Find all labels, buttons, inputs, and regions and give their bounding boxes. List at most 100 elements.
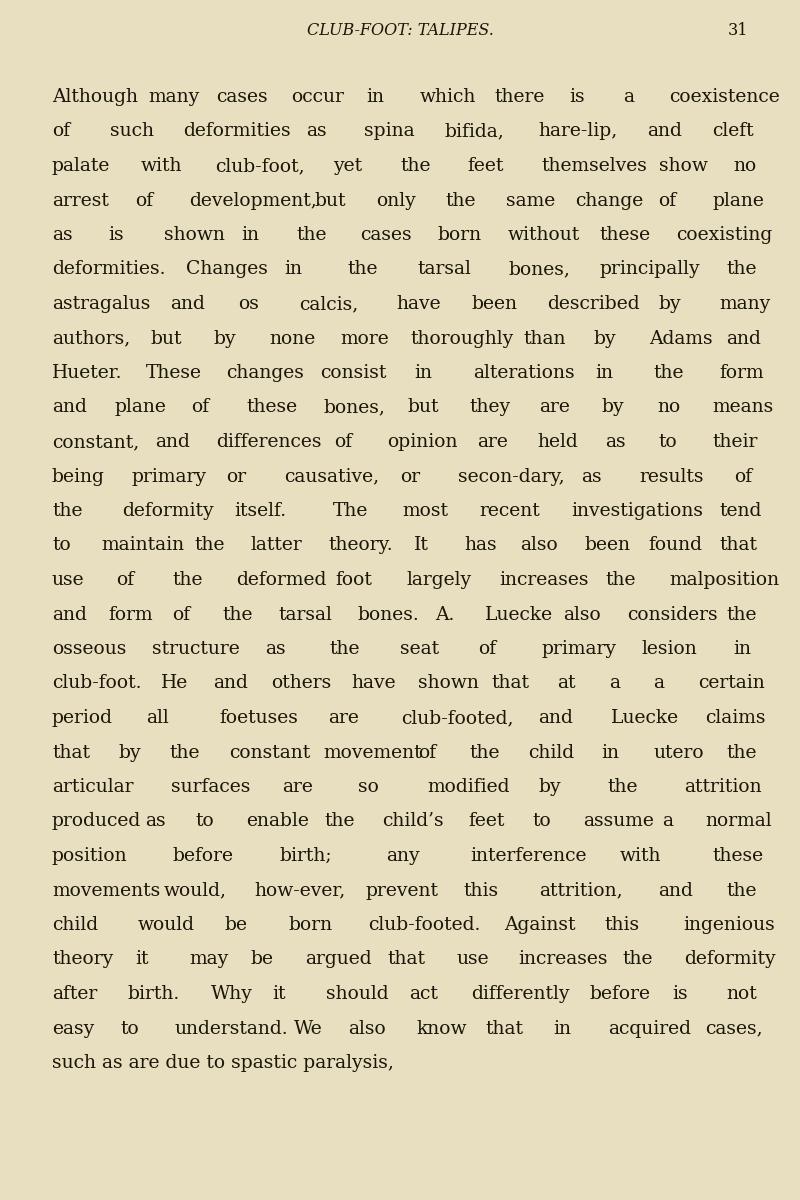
Text: coexisting: coexisting (677, 226, 773, 244)
Text: also: also (348, 1020, 386, 1038)
Text: is: is (672, 985, 688, 1003)
Text: tarsal: tarsal (279, 606, 333, 624)
Text: more: more (340, 330, 389, 348)
Text: club-foot.: club-foot. (52, 674, 142, 692)
Text: attrition,: attrition, (539, 882, 622, 900)
Text: understand.: understand. (175, 1020, 289, 1038)
Text: produced: produced (52, 812, 142, 830)
Text: that: that (485, 1020, 523, 1038)
Text: use: use (457, 950, 489, 968)
Text: club-footed.: club-footed. (368, 916, 480, 934)
Text: of: of (191, 398, 210, 416)
Text: in: in (595, 364, 614, 382)
Text: Luecke: Luecke (610, 709, 679, 727)
Text: feet: feet (468, 812, 505, 830)
Text: to: to (195, 812, 214, 830)
Text: before: before (590, 985, 650, 1003)
Text: of: of (173, 606, 190, 624)
Text: Why: Why (210, 985, 253, 1003)
Text: the: the (172, 571, 203, 589)
Text: means: means (712, 398, 774, 416)
Text: most: most (402, 502, 449, 520)
Text: in: in (602, 744, 620, 762)
Text: would: would (138, 916, 195, 934)
Text: to: to (52, 536, 70, 554)
Text: in: in (554, 1020, 572, 1038)
Text: club-foot,: club-foot, (215, 157, 305, 175)
Text: and: and (52, 606, 87, 624)
Text: recent: recent (480, 502, 541, 520)
Text: but: but (150, 330, 182, 348)
Text: so: so (358, 778, 379, 796)
Text: He: He (161, 674, 188, 692)
Text: but: but (407, 398, 438, 416)
Text: differences: differences (216, 433, 322, 451)
Text: child: child (52, 916, 98, 934)
Text: occur: occur (291, 88, 344, 106)
Text: none: none (270, 330, 316, 348)
Text: act: act (410, 985, 438, 1003)
Text: cases: cases (216, 88, 268, 106)
Text: described: described (547, 295, 640, 313)
Text: the: the (726, 606, 757, 624)
Text: itself.: itself. (234, 502, 286, 520)
Text: all: all (146, 709, 169, 727)
Text: to: to (533, 812, 551, 830)
Text: it: it (272, 985, 286, 1003)
Text: themselves: themselves (542, 157, 648, 175)
Text: the: the (470, 744, 500, 762)
Text: Although: Although (52, 88, 138, 106)
Text: to: to (658, 433, 678, 451)
Text: as: as (145, 812, 166, 830)
Text: shown: shown (164, 226, 225, 244)
Text: the: the (608, 778, 638, 796)
Text: these: these (246, 398, 298, 416)
Text: of: of (478, 640, 496, 658)
Text: theory: theory (52, 950, 114, 968)
Text: deformed: deformed (236, 571, 326, 589)
Text: interference: interference (470, 847, 587, 865)
Text: these: these (712, 847, 763, 865)
Text: or: or (226, 468, 246, 486)
Text: CLUB-FOOT: TALIPES.: CLUB-FOOT: TALIPES. (306, 22, 494, 38)
Text: by: by (539, 778, 562, 796)
Text: structure: structure (151, 640, 239, 658)
Text: primary: primary (132, 468, 207, 486)
Text: Adams: Adams (650, 330, 713, 348)
Text: also: also (563, 606, 601, 624)
Text: principally: principally (599, 260, 700, 278)
Text: consist: consist (320, 364, 386, 382)
Text: We: We (294, 1020, 322, 1038)
Text: club-footed,: club-footed, (401, 709, 513, 727)
Text: after: after (52, 985, 98, 1003)
Text: differently: differently (470, 985, 570, 1003)
Text: than: than (523, 330, 566, 348)
Text: increases: increases (499, 571, 589, 589)
Text: deformity: deformity (684, 950, 775, 968)
Text: that: that (388, 950, 426, 968)
Text: use: use (52, 571, 85, 589)
Text: enable: enable (246, 812, 309, 830)
Text: such as are due to spastic paralysis,: such as are due to spastic paralysis, (52, 1054, 394, 1072)
Text: astragalus: astragalus (52, 295, 150, 313)
Text: are: are (282, 778, 314, 796)
Text: at: at (557, 674, 575, 692)
Text: calcis,: calcis, (299, 295, 359, 313)
Text: and: and (538, 709, 573, 727)
Text: foot: foot (336, 571, 373, 589)
Text: as: as (581, 468, 602, 486)
Text: only: only (377, 192, 416, 210)
Text: bones,: bones, (323, 398, 385, 416)
Text: has: has (464, 536, 497, 554)
Text: prevent: prevent (366, 882, 438, 900)
Text: are: are (477, 433, 508, 451)
Text: know: know (417, 1020, 467, 1038)
Text: considers: considers (627, 606, 718, 624)
Text: A.: A. (435, 606, 454, 624)
Text: cleft: cleft (712, 122, 754, 140)
Text: the: the (297, 226, 327, 244)
Text: the: the (325, 812, 355, 830)
Text: of: of (334, 433, 352, 451)
Text: with: with (620, 847, 662, 865)
Text: be: be (250, 950, 274, 968)
